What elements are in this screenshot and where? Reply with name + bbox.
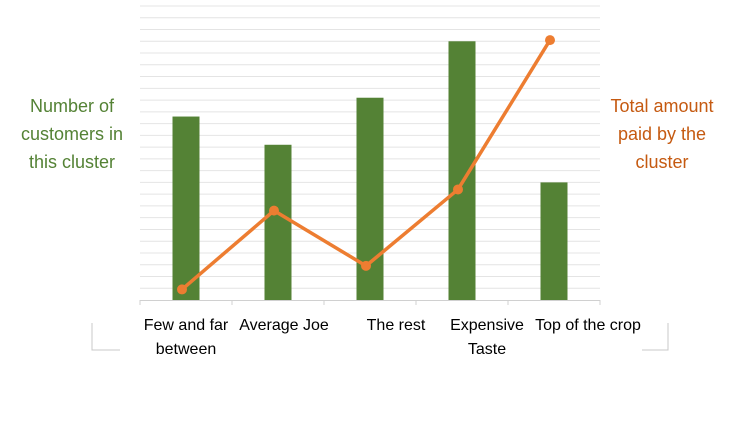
line-series bbox=[177, 35, 555, 295]
category-label-expensive-taste: Expensive Taste bbox=[450, 317, 524, 358]
bar bbox=[540, 182, 568, 300]
right-axis-label: Total amount paid by the cluster bbox=[610, 96, 714, 172]
line-point bbox=[361, 260, 371, 271]
left-axis-label: Number of customers in this cluster bbox=[20, 96, 124, 172]
line-point bbox=[453, 184, 463, 195]
category-label-top-of-the-crop: Top of the crop bbox=[535, 317, 641, 334]
category-label-the-rest: The rest bbox=[366, 317, 426, 334]
bar bbox=[264, 144, 292, 300]
line-point bbox=[269, 205, 279, 216]
category-label-average-joe: Average Joe bbox=[239, 317, 329, 334]
line-point bbox=[545, 35, 555, 46]
bar bbox=[172, 116, 200, 300]
bar-series bbox=[172, 41, 568, 300]
x-axis bbox=[139, 300, 601, 305]
category-label-few-and-far-between: Few and far between bbox=[143, 317, 229, 358]
chart-frame-corners bbox=[91, 323, 669, 351]
line-point bbox=[177, 284, 187, 295]
bar bbox=[356, 97, 384, 300]
